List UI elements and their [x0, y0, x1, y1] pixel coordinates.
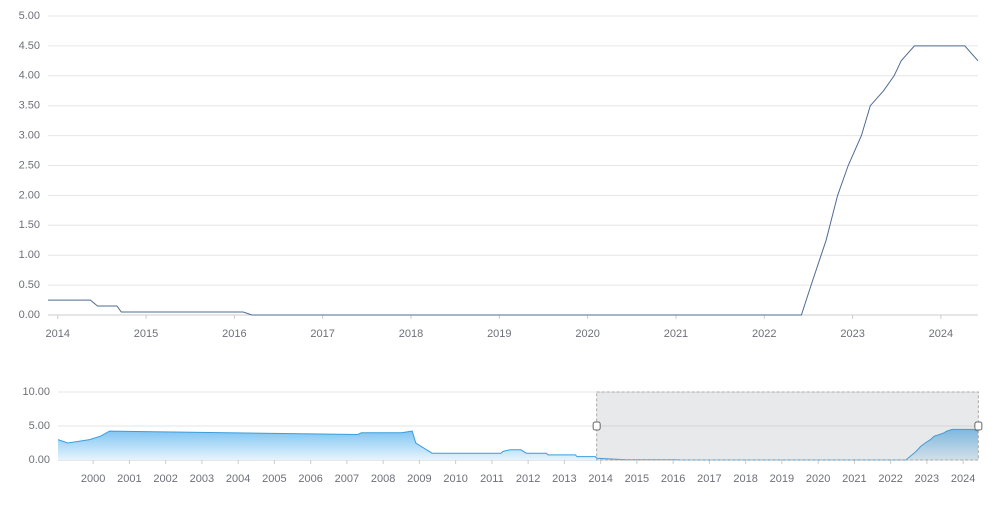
area [58, 429, 978, 460]
zoom-window [596, 391, 979, 461]
x-tick-label: 2012 [516, 473, 540, 485]
x-tick-label: 2021 [664, 328, 688, 340]
y-tick-label: 3.50 [19, 100, 40, 112]
x-tick-label: 2022 [752, 328, 776, 340]
x-tick-label: 2016 [222, 328, 246, 340]
y-tick-label: 3.00 [19, 130, 40, 142]
y-tick-label: 2.50 [19, 159, 40, 171]
y-tick-label: 0.50 [19, 279, 40, 291]
x-tick-label: 2023 [915, 473, 939, 485]
x-tick-label: 2024 [929, 328, 953, 340]
x-tick-label: 2006 [298, 473, 322, 485]
y-tick-label: 10.00 [22, 386, 50, 398]
x-tick-label: 2024 [951, 473, 975, 485]
x-tick-label: 2000 [81, 473, 105, 485]
line [48, 45, 979, 316]
x-tick-label: 2014 [45, 328, 69, 340]
x-tick-label: 2016 [661, 473, 685, 485]
x-tick-label: 2020 [806, 473, 830, 485]
x-tick-label: 2001 [117, 473, 141, 485]
y-tick-label: 5.00 [19, 10, 40, 22]
x-tick-label: 2015 [625, 473, 649, 485]
x-tick-label: 2010 [443, 473, 467, 485]
x-tick-label: 2015 [134, 328, 158, 340]
x-tick-label: 2019 [770, 473, 794, 485]
x-tick-label: 2014 [588, 473, 612, 485]
area-line [57, 428, 979, 461]
x-tick-label: 2005 [262, 473, 286, 485]
x-tick-label: 2023 [840, 328, 864, 340]
x-tick-label: 2019 [487, 328, 511, 340]
x-tick-label: 2022 [878, 473, 902, 485]
y-tick-label: 5.00 [29, 420, 50, 432]
x-tick-label: 2017 [310, 328, 334, 340]
y-tick-label: 0.00 [29, 454, 50, 466]
x-tick-label: 2008 [371, 473, 395, 485]
x-tick-label: 2017 [697, 473, 721, 485]
y-tick-label: 0.00 [19, 309, 40, 321]
x-tick-label: 2003 [190, 473, 214, 485]
y-tick-label: 4.00 [19, 70, 40, 82]
y-tick-label: 2.00 [19, 189, 40, 201]
x-tick-label: 2018 [399, 328, 423, 340]
x-tick-label: 2009 [407, 473, 431, 485]
x-tick-label: 2021 [842, 473, 866, 485]
x-tick-label: 2011 [480, 473, 504, 485]
x-tick-label: 2018 [733, 473, 757, 485]
x-tick-label: 2007 [335, 473, 359, 485]
y-tick-label: 1.00 [19, 249, 40, 261]
x-tick-label: 2004 [226, 473, 250, 485]
x-tick-label: 2013 [552, 473, 576, 485]
y-tick-label: 4.50 [19, 40, 40, 52]
x-tick-label: 2002 [153, 473, 177, 485]
zoom-handle[interactable] [592, 421, 601, 431]
y-tick-label: 1.50 [19, 219, 40, 231]
x-tick-label: 2020 [575, 328, 599, 340]
zoom-handle[interactable] [974, 421, 983, 431]
